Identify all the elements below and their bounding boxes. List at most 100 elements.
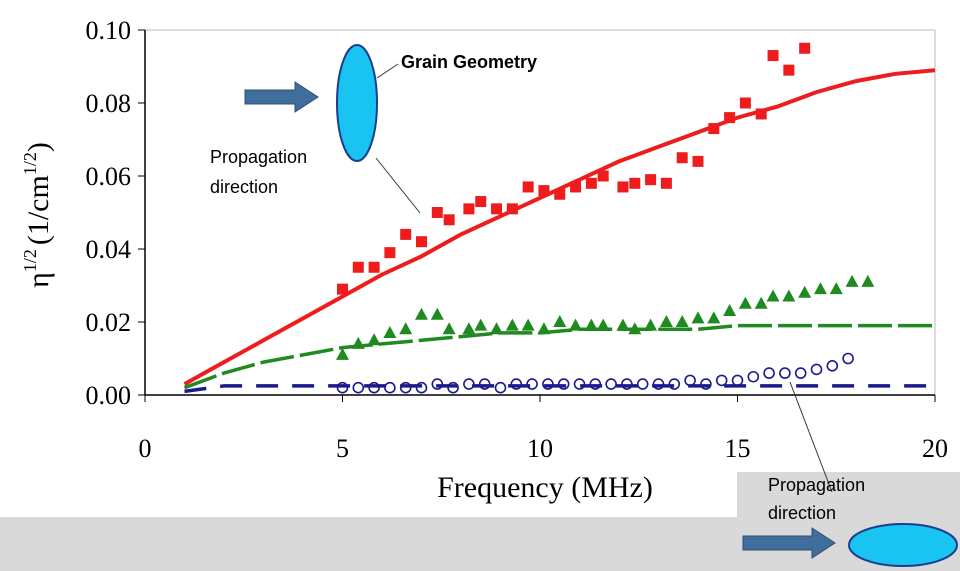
point [700,378,712,390]
point [798,285,812,298]
point [628,322,642,335]
point [747,370,760,383]
fit-line [183,323,935,390]
x-tick-label: 10 [527,434,553,463]
point [842,352,854,365]
point [707,311,721,324]
point [596,318,610,331]
point [367,333,381,346]
point [659,315,673,327]
point [337,283,348,295]
fit-line [183,68,936,386]
point [384,247,396,259]
x-tick-label: 15 [725,434,751,463]
plot-area: 0.00 0.02 0.04 0.06 0.08 0.10 0 5 10 15 20 [86,16,949,463]
point [676,152,688,164]
point [799,42,811,54]
point [755,108,767,120]
point [352,381,365,394]
point [462,322,476,335]
point [684,374,696,387]
annotation: Grain Geometry [401,52,537,72]
y-tick-label: 0.08 [86,89,132,118]
y-tick-label: 0.02 [86,308,132,337]
point [652,378,665,390]
point [782,289,796,302]
point [763,367,775,379]
point [415,307,428,320]
point [645,174,657,186]
point [616,318,630,331]
fit-line [184,384,935,394]
point [589,378,602,390]
point [526,378,538,390]
point [542,378,554,390]
point [474,318,488,331]
grain-ellipse [848,523,958,567]
point [400,228,412,240]
x-tick-label: 0 [139,434,152,463]
annotation: direction [768,503,836,523]
y-title-part: (1/cm [22,175,55,245]
y-axis-title: η1/2(1/cm1/2) [20,142,55,288]
y-title-part: ) [22,142,55,152]
point [416,236,427,248]
point [368,381,380,394]
point [399,381,412,394]
point [605,378,617,390]
point [442,322,456,335]
point [570,181,582,193]
point [692,155,704,167]
point [553,315,567,327]
point [478,378,491,390]
arrow [742,527,836,559]
point [621,378,633,390]
point [675,315,689,327]
point [352,261,364,273]
x-tick-label: 5 [336,434,349,463]
leader-line [375,157,421,214]
point [766,289,780,302]
point [731,374,744,387]
point [336,381,349,394]
point [584,318,598,331]
point [794,367,807,379]
point [383,325,397,338]
point [573,378,586,390]
point [475,196,487,208]
point [415,381,428,394]
point [715,374,728,387]
point [554,188,566,200]
point [569,318,583,331]
point [829,282,843,295]
leader-line [789,381,833,493]
point [510,378,523,390]
point [430,307,444,320]
point [443,214,455,226]
y-tick-label: 0.00 [86,381,132,410]
point [826,359,839,372]
y-title-sup: 1/2 [20,152,40,175]
leader-line [376,63,399,79]
y-tick-label: 0.10 [86,16,132,45]
point [668,378,681,390]
point [617,181,629,193]
point [537,322,551,335]
annotation: Propagation [210,147,307,167]
point [351,336,365,349]
y-tick-label: 0.04 [86,235,132,264]
point [708,123,720,135]
point [463,378,475,390]
point [691,311,705,324]
point [494,381,507,394]
point [490,322,504,335]
point [538,185,550,197]
point [813,282,827,295]
y-title-part: η [22,272,55,288]
point [368,261,380,273]
point [384,381,396,394]
point [636,378,649,390]
point [557,378,570,390]
point [861,274,875,287]
